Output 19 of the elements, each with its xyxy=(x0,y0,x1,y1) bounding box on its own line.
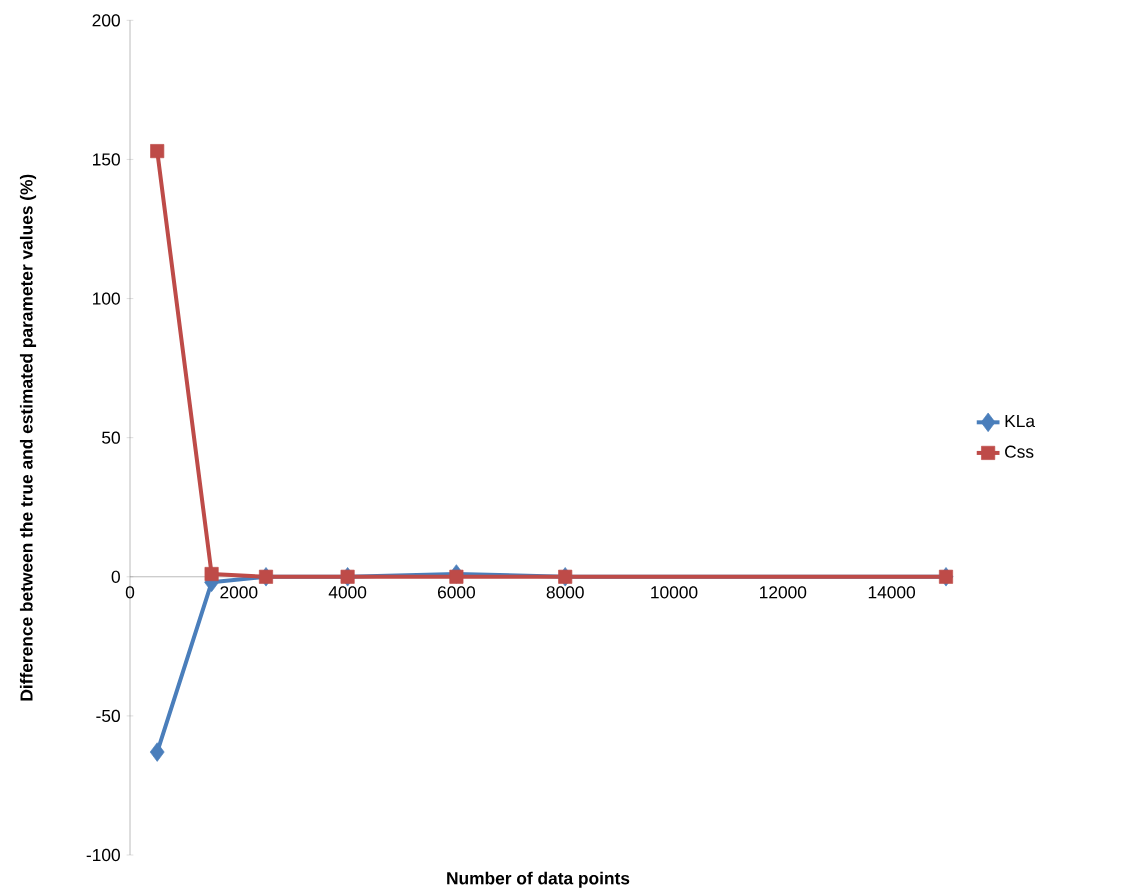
y-tick-label: 0 xyxy=(111,570,120,583)
y-tick-label: -50 xyxy=(96,709,120,723)
y-axis-title: Difference between the true and estimated parameter values (%) xyxy=(19,174,37,701)
legend-label: Css xyxy=(1005,445,1034,458)
x-tick-label: 6000 xyxy=(438,586,476,599)
x-tick-label: 0 xyxy=(125,586,135,599)
x-axis-title: Number of data points xyxy=(447,871,630,888)
x-tick-label: 8000 xyxy=(546,586,584,599)
y-tick-label: 100 xyxy=(93,292,120,305)
x-tick-label: 10000 xyxy=(651,586,698,599)
x-tick-label: 2000 xyxy=(220,586,258,599)
x-tick-label: 14000 xyxy=(868,586,916,599)
y-tick-label: 200 xyxy=(92,14,120,27)
y-tick-label: 50 xyxy=(102,431,120,444)
x-tick-label: 4000 xyxy=(328,586,367,599)
y-tick-label: -100 xyxy=(86,848,120,862)
legend-label: KLa xyxy=(1005,415,1036,428)
x-tick-label: 12000 xyxy=(760,586,807,599)
y-tick-label: 150 xyxy=(93,153,120,166)
